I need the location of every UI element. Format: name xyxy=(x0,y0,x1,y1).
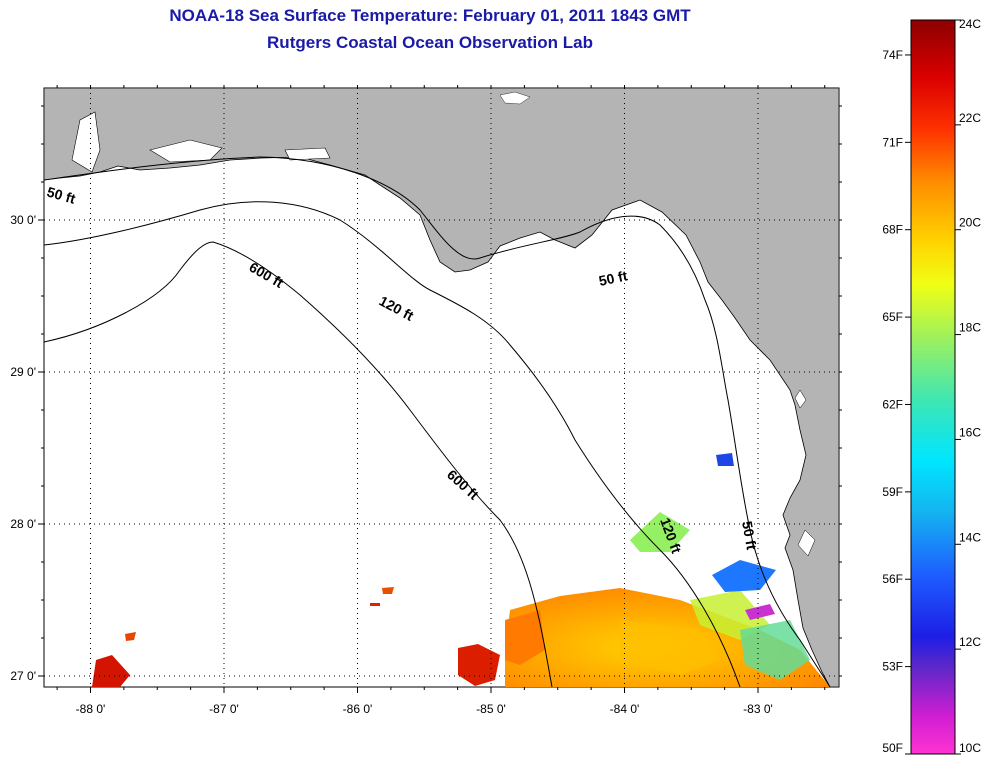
colorbar-fahrenheit-label: 65F xyxy=(882,310,903,324)
colorbar-celsius-label: 16C xyxy=(959,425,981,439)
lon-tick-label: -83 0' xyxy=(743,702,773,716)
choctawhatchee-bay xyxy=(284,147,331,161)
sst-patch-red-2 xyxy=(92,655,130,687)
land-florida-panhandle xyxy=(44,88,839,687)
colorbar-fahrenheit-label: 71F xyxy=(882,135,903,149)
colorbar xyxy=(910,19,956,755)
sst-patch-blue xyxy=(712,560,776,592)
sst-patch-red-4 xyxy=(370,603,380,606)
colorbar-labels: 24C 22C 20C 18C 16C 14C 12C 10C 74F 71F 68F 65F 62F 5… xyxy=(882,17,981,755)
isobath-600ft xyxy=(44,241,553,687)
colorbar-celsius-label: 10C xyxy=(959,741,981,755)
sst-patch-cyan xyxy=(740,620,810,680)
colorbar-celsius-label: 12C xyxy=(959,635,981,649)
sst-patch-magenta xyxy=(745,604,775,620)
lon-tick-label: -88 0' xyxy=(76,702,106,716)
sst-patch-red-3 xyxy=(125,632,136,641)
sst-patch-blue-small xyxy=(716,453,734,466)
lon-tick-label: -86 0' xyxy=(343,702,373,716)
isobath-50ft xyxy=(44,156,831,687)
map-title: NOAA-18 Sea Surface Temperature: Februar… xyxy=(169,6,691,25)
colorbar-fahrenheit-label: 59F xyxy=(882,485,903,499)
lon-tick-label: -85 0' xyxy=(476,702,506,716)
lon-tick-label: -87 0' xyxy=(209,702,239,716)
isobath-contours xyxy=(44,156,831,687)
isobath-label-50ft-south: 50 ft xyxy=(739,520,760,551)
colorbar-fahrenheit-label: 53F xyxy=(882,660,903,674)
colorbar-fahrenheit-label: 74F xyxy=(882,48,903,62)
sst-patch-orange-small xyxy=(382,587,394,594)
lat-tick-label: 30 0' xyxy=(10,213,36,227)
colorbar-celsius-label: 18C xyxy=(959,321,981,335)
map-axes xyxy=(38,85,842,693)
lat-tick-label: 27 0' xyxy=(10,669,36,683)
colorbar-fahrenheit-label: 56F xyxy=(882,572,903,586)
lat-tick-label: 29 0' xyxy=(10,365,36,379)
map-subtitle: Rutgers Coastal Ocean Observation Lab xyxy=(267,33,593,52)
colorbar-celsius-label: 24C xyxy=(959,17,981,31)
colorbar-fahrenheit-label: 62F xyxy=(882,397,903,411)
lon-tick-label: -84 0' xyxy=(610,702,640,716)
colorbar-celsius-label: 14C xyxy=(959,530,981,544)
lat-tick-label: 28 0' xyxy=(10,517,36,531)
colorbar-fahrenheit-label: 50F xyxy=(882,741,903,755)
isobath-label-50ft-west: 50 ft xyxy=(45,184,77,207)
mobile-bay xyxy=(71,111,101,173)
tampa-bay xyxy=(797,529,816,557)
inland-lake xyxy=(499,91,531,105)
sst-patch-lime xyxy=(630,512,690,552)
sst-patch-green xyxy=(690,590,770,640)
sst-patch-orange xyxy=(505,610,545,665)
colorbar-fahrenheit-label: 68F xyxy=(882,223,903,237)
map-axis-labels: 30 0' 29 0' 28 0' 27 0' -88 0' -87 0' -86 0' -8… xyxy=(10,213,772,716)
isobath-120ft xyxy=(44,201,741,687)
colorbar-ticks xyxy=(905,19,961,755)
sst-patch-yellow xyxy=(620,620,720,675)
colorbar-celsius-label: 22C xyxy=(959,111,981,125)
isobath-label-50ft-east: 50 ft xyxy=(597,267,629,289)
coastal-inlet xyxy=(794,389,807,409)
colorbar-celsius-label: 20C xyxy=(959,216,981,230)
pensacola-bay xyxy=(149,139,223,163)
